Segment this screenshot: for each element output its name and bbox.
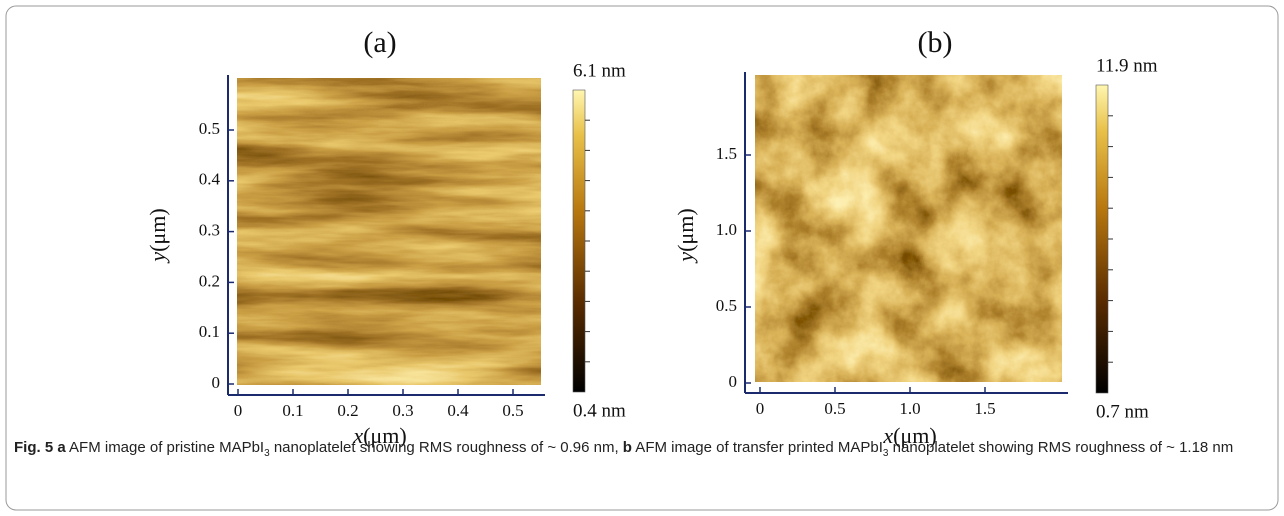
x-tick-label: 0.5	[502, 401, 523, 420]
y-tick-label: 1.5	[716, 144, 737, 163]
axis-unit: (μm)	[893, 423, 937, 448]
x-axis-label: x(μm)	[882, 423, 936, 448]
afm-image	[755, 75, 1062, 382]
axis-variable: x	[352, 423, 363, 448]
y-tick-label: 0.5	[199, 119, 220, 138]
axis-variable: y	[145, 252, 170, 264]
caption-text: 3	[882, 448, 889, 459]
colorbar-max-label: 11.9 nm	[1096, 55, 1158, 76]
y-tick-label: 0.1	[199, 322, 220, 341]
colorbar	[572, 89, 586, 393]
caption: Fig. 5 a AFM image of pristine MAPbI3 na…	[14, 437, 1264, 465]
x-tick-label: 0.4	[447, 401, 469, 420]
axis-variable: y	[673, 252, 698, 264]
caption-text: nanoplatelet showing RMS roughness of ~ …	[888, 439, 1234, 456]
axis-unit: (μm)	[673, 208, 698, 252]
y-tick-label: 1.0	[716, 220, 737, 239]
caption-text: AFM image of transfer printed MAPbI	[631, 439, 883, 456]
axis-variable: x	[882, 423, 893, 448]
colorbar-min-label: 0.4 nm	[573, 400, 626, 421]
panel-title: (b)	[918, 26, 953, 59]
caption-text: nanoplatelet showing RMS roughness of ~ …	[269, 439, 623, 456]
caption-text: AFM image of pristine MAPbI	[65, 439, 265, 456]
caption-label: Fig. 5	[14, 439, 54, 456]
caption-text: a	[57, 439, 66, 456]
x-tick-label: 1.0	[899, 399, 920, 418]
figure-frame	[5, 5, 1279, 511]
x-tick-label: 0.3	[392, 401, 413, 420]
caption-text: b	[622, 439, 632, 456]
y-tick-label: 0.2	[199, 271, 220, 290]
afm-image	[237, 78, 541, 385]
colorbar-min-label: 0.7 nm	[1096, 401, 1149, 422]
x-tick-label: 1.5	[974, 399, 995, 418]
y-axis-label: y(μm)	[145, 208, 170, 263]
y-tick-label: 0	[212, 373, 221, 392]
x-tick-label: 0.5	[824, 399, 845, 418]
x-axis-label: x(μm)	[352, 423, 406, 448]
y-tick-label: 0.4	[199, 170, 221, 189]
x-tick-label: 0	[234, 401, 243, 420]
panel-title: (a)	[363, 26, 396, 59]
y-axis-label: y(μm)	[673, 208, 698, 263]
colorbar	[1095, 84, 1109, 394]
axis-unit: (μm)	[363, 423, 407, 448]
x-tick-label: 0	[756, 399, 765, 418]
x-tick-label: 0.2	[337, 401, 358, 420]
y-tick-label: 0.5	[716, 296, 737, 315]
axis-unit: (μm)	[145, 208, 170, 252]
y-tick-label: 0.3	[199, 221, 220, 240]
x-tick-label: 0.1	[282, 401, 303, 420]
colorbar-max-label: 6.1 nm	[573, 60, 626, 81]
y-tick-label: 0	[729, 372, 738, 391]
caption-text: 3	[264, 448, 270, 459]
